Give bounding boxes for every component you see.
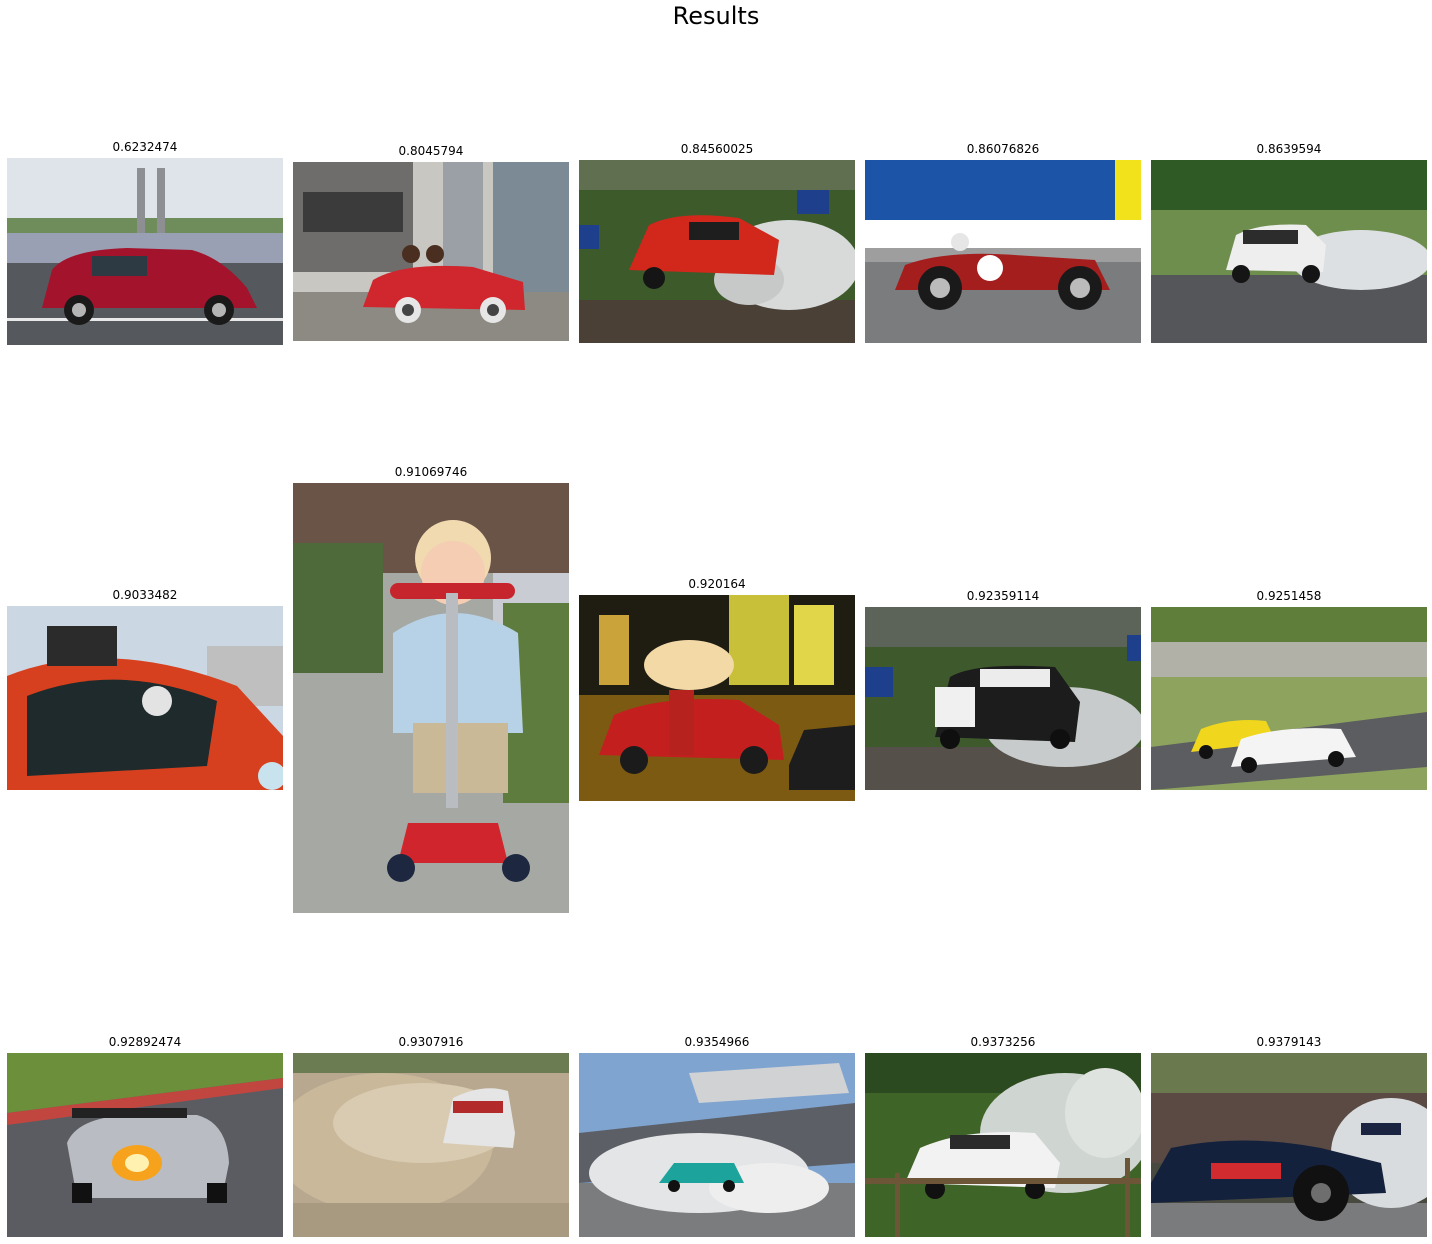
result-score: 0.9307916 bbox=[398, 1035, 464, 1049]
result-image-black-white-rally-car bbox=[865, 607, 1141, 790]
result-score: 0.9033482 bbox=[112, 588, 178, 602]
result-image-red-rally-car bbox=[579, 160, 855, 343]
result-score: 0.84560025 bbox=[680, 142, 754, 156]
result-image-kids-toy-car bbox=[293, 162, 569, 341]
result-score: 0.9373256 bbox=[970, 1035, 1036, 1049]
result-score: 0.920164 bbox=[688, 577, 746, 591]
result-image-vintage-race-car bbox=[865, 160, 1141, 343]
result-score: 0.92359114 bbox=[966, 589, 1040, 603]
result-score: 0.92892474 bbox=[108, 1035, 182, 1049]
result-score: 0.9251458 bbox=[1256, 589, 1322, 603]
result-score: 0.9379143 bbox=[1256, 1035, 1322, 1049]
result-score: 0.9354966 bbox=[684, 1035, 750, 1049]
result-score: 0.8045794 bbox=[398, 144, 464, 158]
result-image-f1-burnout bbox=[1151, 1053, 1427, 1237]
result-image-exhaust-flame bbox=[7, 1053, 283, 1237]
result-image-white-rally-car bbox=[1151, 160, 1427, 343]
result-score: 0.6232474 bbox=[112, 140, 178, 154]
result-image-dust-cloud bbox=[293, 1053, 569, 1237]
figure-title: Results bbox=[672, 2, 760, 30]
result-score: 0.91069746 bbox=[394, 465, 468, 479]
result-image-water-splash bbox=[865, 1053, 1141, 1237]
result-image-drift-stadium bbox=[579, 1053, 855, 1237]
result-image-red-car-night bbox=[579, 595, 855, 801]
result-score: 0.8639594 bbox=[1256, 142, 1322, 156]
result-image-race-car-cockpit bbox=[7, 606, 283, 790]
result-score: 0.86076826 bbox=[966, 142, 1040, 156]
result-image-two-touring-cars bbox=[1151, 607, 1427, 790]
result-image-child-scooter bbox=[293, 483, 569, 913]
result-image-red-hatchback bbox=[7, 158, 283, 345]
